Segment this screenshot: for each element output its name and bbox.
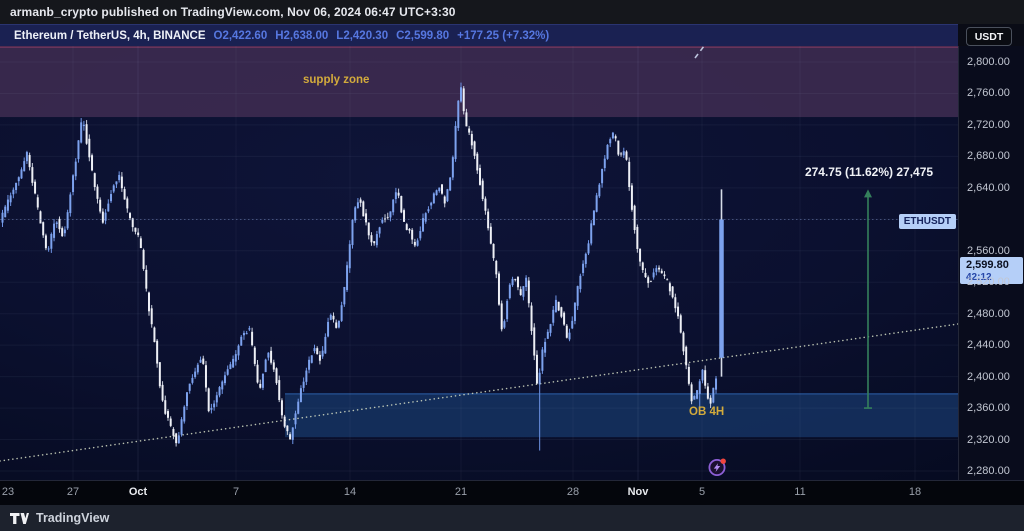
time-tick-label: 7 [232, 486, 240, 498]
price-tick-label: 2,800.00 [967, 56, 1010, 68]
tradingview-logo-icon[interactable] [10, 512, 29, 524]
current-price-badge: 2,599.80 42:12 [960, 257, 1023, 284]
time-tick-label: 28 [566, 486, 580, 498]
ohlc-token: +177.25 (+7.32%) [457, 29, 550, 42]
symbol-price-line-chip: ETHUSDT [898, 214, 956, 229]
price-tick-label: 2,280.00 [967, 465, 1010, 477]
time-tick-label: 18 [908, 486, 922, 498]
attribution-text: armanb_crypto published on TradingView.c… [10, 5, 456, 19]
symbol-header-bar: Ethereum / TetherUS, 4h, BINANCE O2,422.… [0, 24, 958, 46]
projection-dashed-line [694, 46, 706, 59]
tradingview-brand-text[interactable]: TradingView [36, 511, 110, 525]
current-price-value: 2,599.80 [966, 258, 1009, 271]
flash-reaction-icon[interactable] [707, 457, 727, 477]
ohlc-token: H2,638.00 [275, 29, 329, 42]
time-tick-label: 23 [1, 486, 15, 498]
symbol-title: Ethereum / TetherUS, 4h, BINANCE [14, 29, 206, 42]
price-axis[interactable]: 2,599.80 42:12 2,800.00 2,760.00 2,720.00 2… [958, 46, 1024, 480]
chart-plot-area[interactable]: supply zone OB 4H 274.75 (11.62%) 27,475 [0, 46, 958, 480]
measure-tool-label: 274.75 (11.62%) 27,475 [804, 165, 934, 179]
price-tick-label: 2,720.00 [967, 118, 1010, 131]
time-tick-label: 11 [794, 486, 806, 498]
price-tick-label: 2,320.00 [967, 433, 1010, 446]
price-tick-label: 2,520.00 [967, 276, 1010, 289]
price-tick-label: 2,560.00 [967, 244, 1010, 257]
supply-zone-label: supply zone [303, 74, 370, 86]
time-tick-label: Nov [627, 486, 649, 498]
candlestick-chart-canvas[interactable] [0, 46, 958, 480]
ohlc-token: L2,420.30 [336, 29, 389, 42]
price-tick-label: 2,440.00 [967, 339, 1010, 352]
attribution-bar: armanb_crypto published on TradingView.c… [0, 0, 1024, 24]
time-tick-label: 5 [698, 486, 706, 498]
currency-unit-button[interactable]: USDT [966, 27, 1012, 46]
price-tick-label: 2,680.00 [967, 150, 1010, 163]
price-tick-label: 2,640.00 [967, 181, 1010, 194]
bar-countdown-timer: 42:12 [966, 271, 992, 283]
time-tick-label: Oct [128, 486, 148, 498]
ohlc-token: O2,422.60 [213, 29, 268, 42]
price-tick-label: 2,360.00 [967, 402, 1010, 415]
price-tick-label: 2,480.00 [967, 307, 1010, 320]
time-tick-label: 21 [454, 486, 468, 498]
time-tick-label: 14 [343, 486, 357, 498]
time-axis[interactable]: 23 27 Oct 7 14 21 28 Nov 5 11 18 [0, 480, 1024, 505]
price-tick-label: 2,760.00 [967, 87, 1010, 100]
price-tick-label: 2,400.00 [967, 370, 1010, 383]
footer-brand-bar: TradingView [0, 505, 1024, 531]
order-block-label: OB 4H [689, 406, 725, 418]
time-tick-label: 27 [66, 486, 80, 498]
order-block-band [285, 393, 958, 438]
ohlc-values: O2,422.60 H2,638.00 L2,420.30 C2,599.80 +177… [206, 30, 550, 42]
ohlc-token: C2,599.80 [396, 29, 450, 42]
supply-zone-band [0, 46, 958, 118]
